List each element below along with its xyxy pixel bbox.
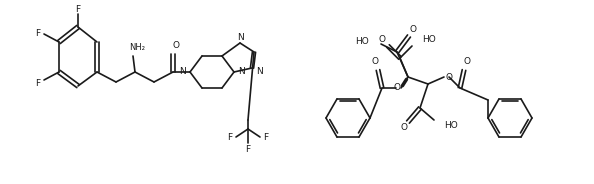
Text: O: O	[445, 72, 452, 82]
Text: N: N	[179, 68, 186, 77]
Text: N: N	[238, 33, 244, 43]
Text: F: F	[245, 144, 251, 153]
Text: F: F	[75, 4, 81, 13]
Text: F: F	[263, 132, 268, 141]
Text: HO: HO	[422, 36, 436, 45]
Text: O: O	[172, 42, 179, 50]
Text: O: O	[371, 57, 378, 66]
Text: N: N	[256, 66, 263, 75]
Text: HO: HO	[444, 121, 458, 130]
Text: F: F	[36, 29, 40, 38]
Text: F: F	[36, 79, 40, 88]
Text: F: F	[228, 132, 233, 141]
Text: O: O	[393, 82, 400, 91]
Text: O: O	[463, 57, 470, 66]
Text: O: O	[409, 26, 416, 35]
Text: N: N	[238, 68, 245, 77]
Text: HO: HO	[355, 38, 369, 47]
Text: O: O	[378, 36, 386, 45]
Text: O: O	[400, 123, 407, 132]
Text: NH₂: NH₂	[129, 43, 145, 52]
